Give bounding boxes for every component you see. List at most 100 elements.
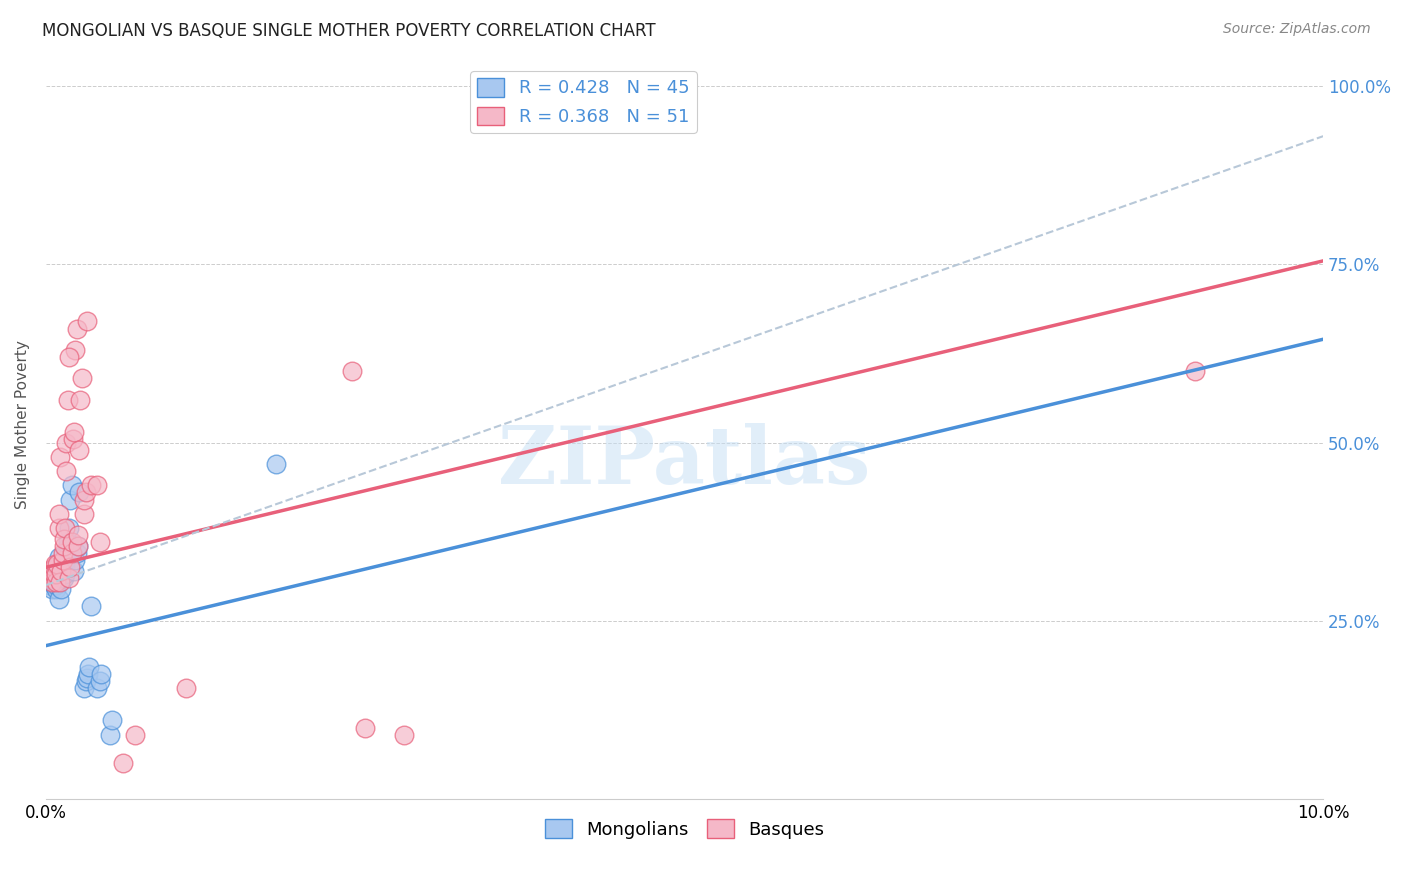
Point <box>38 567 60 582</box>
Point <box>342 364 364 378</box>
Point <box>45 582 67 596</box>
Point <box>67 442 90 457</box>
Point <box>89 674 111 689</box>
Point <box>59 560 82 574</box>
Point <box>101 714 124 728</box>
Point <box>55 435 77 450</box>
Point <box>41 574 63 589</box>
Point <box>49 450 72 464</box>
Point <box>42 578 65 592</box>
Point <box>55 553 77 567</box>
Point <box>58 521 80 535</box>
Point <box>48 564 70 578</box>
Point <box>51 571 73 585</box>
Point <box>52 564 75 578</box>
Point <box>48 592 70 607</box>
Point <box>90 667 112 681</box>
Point <box>1184 364 1206 378</box>
Point <box>48 521 70 535</box>
Point <box>49 574 72 589</box>
Point <box>41 582 63 596</box>
Point <box>38 564 60 578</box>
Point <box>75 674 97 689</box>
Point <box>65 553 87 567</box>
Point <box>264 457 287 471</box>
Legend: Mongolians, Basques: Mongolians, Basques <box>537 812 831 846</box>
Point <box>67 485 90 500</box>
Point <box>42 567 65 582</box>
Point <box>39 571 62 585</box>
Point <box>58 571 80 585</box>
Point <box>56 392 79 407</box>
Point <box>65 546 87 560</box>
Point <box>55 464 77 478</box>
Point <box>124 728 146 742</box>
Point <box>38 578 60 592</box>
Point <box>56 539 79 553</box>
Point <box>392 728 415 742</box>
Point <box>63 425 86 439</box>
Text: ZIPatlas: ZIPatlas <box>499 423 870 501</box>
Point <box>51 564 73 578</box>
Point <box>41 574 63 589</box>
Point <box>51 582 73 596</box>
Point <box>52 532 75 546</box>
Point <box>48 507 70 521</box>
Point <box>60 478 83 492</box>
Point <box>52 553 75 567</box>
Point <box>52 539 75 553</box>
Point <box>63 564 86 578</box>
Point <box>79 478 101 492</box>
Point <box>75 485 97 500</box>
Point <box>62 432 84 446</box>
Point <box>53 521 76 535</box>
Point <box>46 557 69 571</box>
Point <box>73 681 96 696</box>
Point <box>73 507 96 521</box>
Point <box>66 528 89 542</box>
Point <box>86 681 108 696</box>
Point <box>354 721 377 735</box>
Point <box>45 574 67 589</box>
Point <box>48 557 70 571</box>
Point <box>60 546 83 560</box>
Point <box>45 567 67 582</box>
Point <box>79 599 101 614</box>
Point <box>55 546 77 560</box>
Point <box>176 681 198 696</box>
Point <box>58 350 80 364</box>
Point <box>66 539 89 553</box>
Point <box>79 660 101 674</box>
Point <box>98 728 121 742</box>
Point <box>52 546 75 560</box>
Text: MONGOLIAN VS BASQUE SINGLE MOTHER POVERTY CORRELATION CHART: MONGOLIAN VS BASQUE SINGLE MOTHER POVERT… <box>42 22 655 40</box>
Point <box>59 492 82 507</box>
Point <box>69 392 91 407</box>
Point <box>65 321 87 335</box>
Point <box>44 557 66 571</box>
Point <box>53 567 76 582</box>
Point <box>77 667 100 681</box>
Text: Source: ZipAtlas.com: Source: ZipAtlas.com <box>1223 22 1371 37</box>
Point <box>86 478 108 492</box>
Point <box>38 564 60 578</box>
Point <box>44 560 66 574</box>
Point <box>46 574 69 589</box>
Point <box>76 314 98 328</box>
Point <box>89 535 111 549</box>
Point <box>66 539 89 553</box>
Point <box>48 549 70 564</box>
Point <box>60 535 83 549</box>
Point <box>73 492 96 507</box>
Point <box>42 560 65 574</box>
Point <box>76 671 98 685</box>
Point <box>111 756 134 771</box>
Point <box>44 567 66 582</box>
Point <box>53 560 76 574</box>
Point <box>45 578 67 592</box>
Point <box>39 571 62 585</box>
Point <box>52 571 75 585</box>
Point <box>56 535 79 549</box>
Point <box>70 371 93 385</box>
Point <box>65 343 87 357</box>
